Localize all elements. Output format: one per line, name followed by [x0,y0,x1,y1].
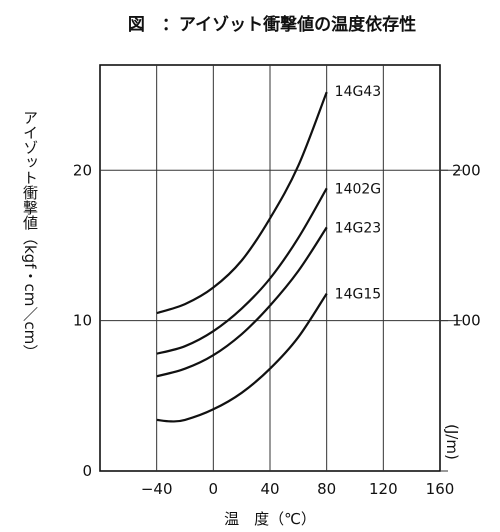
series-labels: 14G43 1402G 14G23 14G15 [335,84,381,302]
series-line-14g23 [156,226,328,378]
x-tick-label: 80 [317,480,336,498]
y-tick-label-left: 0 [82,462,92,480]
x-tick-label: 160 [426,480,455,498]
x-tick-label: 0 [209,480,219,498]
series-label: 14G15 [335,287,381,303]
y-tick-label-left: 10 [73,312,92,330]
x-tick-label: 40 [260,480,279,498]
series-label: 14G23 [335,220,381,236]
grid-lines [100,65,462,472]
x-axis-label: 温 度（℃） [224,510,316,528]
y-tick-labels-right: 100 200 [452,161,481,329]
y-axis-label-right: (J/m) [443,424,461,460]
x-tick-label: 120 [369,480,398,498]
series-label: 14G43 [335,84,381,100]
series-label: 1402G [335,181,381,197]
series-line-14g15 [156,292,328,423]
y-axis-label-left: アイゾット衝撃値（kgf・cm／cm） [21,110,39,359]
x-tick-label: −40 [141,480,173,498]
series-line-14g43 [156,91,328,315]
series-layer [156,91,328,423]
series-line-1402g [156,187,328,355]
y-tick-label-left: 20 [73,161,92,179]
x-tick-labels: −40 0 40 80 120 160 [141,480,454,498]
y-tick-labels-left: 0 10 20 [73,161,92,480]
y-tick-label-right: 100 [452,312,481,330]
chart-title: 図 ：アイゾット衝撃値の温度依存性 [128,14,416,35]
y-tick-label-right: 200 [452,161,481,179]
